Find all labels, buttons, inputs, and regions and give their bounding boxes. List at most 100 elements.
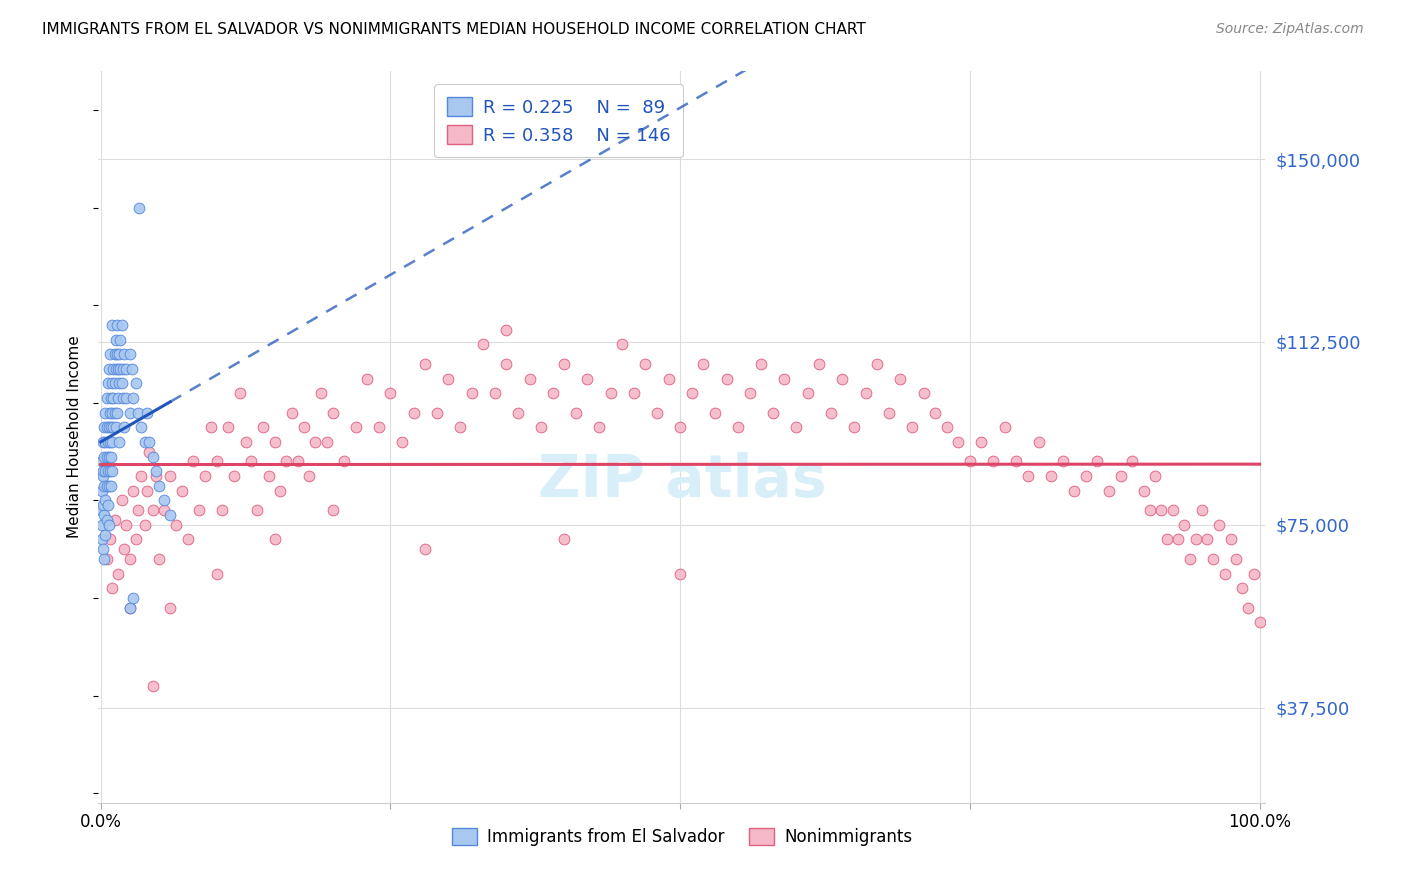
Point [94,493,117,508]
Point [97,420,120,434]
Point [97,376,120,391]
Point [269,483,291,498]
Point [1249,615,1271,630]
Point [127,503,149,517]
Point [142,450,165,464]
Point [402,406,425,420]
Point [506,406,529,420]
Point [97,450,120,464]
Point [1139,503,1161,517]
Point [100,420,122,434]
Point [122,391,145,405]
Point [281,406,304,420]
Point [93,420,115,434]
Y-axis label: Median Household Income: Median Household Income [67,335,83,539]
Point [134,517,156,532]
Point [1237,600,1260,615]
Point [495,323,517,337]
Point [449,420,471,434]
Point [413,542,436,557]
Point [115,391,138,405]
Point [252,420,274,434]
Point [1052,454,1074,468]
Point [105,318,128,332]
Point [98,434,121,449]
Point [820,406,842,420]
Point [98,464,121,478]
Point [1063,483,1085,498]
Point [110,318,132,332]
Point [124,376,146,391]
Point [287,454,309,468]
Point [257,469,280,483]
Point [304,434,326,449]
Point [935,420,957,434]
Point [122,483,145,498]
Point [100,391,122,405]
Point [170,483,193,498]
Point [110,493,132,508]
Point [93,508,115,522]
Point [98,406,121,420]
Point [553,533,575,547]
Point [623,386,645,401]
Point [1185,533,1208,547]
Point [108,376,131,391]
Point [959,454,981,468]
Point [91,464,114,478]
Point [145,464,167,478]
Point [738,386,761,401]
Point [541,386,564,401]
Point [924,406,946,420]
Point [153,493,176,508]
Point [121,361,143,376]
Point [104,513,127,527]
Point [612,337,634,351]
Point [112,542,135,557]
Point [90,503,112,517]
Point [136,406,159,420]
Point [292,420,315,434]
Point [634,357,657,371]
Point [145,469,167,483]
Point [104,420,127,434]
Point [97,517,120,532]
Point [1156,533,1178,547]
Point [142,503,165,517]
Point [118,406,141,420]
Point [93,479,115,493]
Point [235,434,257,449]
Point [948,434,970,449]
Point [367,420,389,434]
Point [101,318,124,332]
Point [108,347,131,361]
Point [1178,552,1201,566]
Point [1074,469,1097,483]
Point [90,454,112,468]
Text: ZIP atlas: ZIP atlas [537,452,827,509]
Point [309,386,332,401]
Point [94,527,117,541]
Point [148,552,170,566]
Point [103,420,125,434]
Point [129,420,152,434]
Point [98,533,121,547]
Point [91,469,114,483]
Point [136,483,159,498]
Point [107,566,129,581]
Point [142,679,165,693]
Point [138,434,160,449]
Point [122,591,145,605]
Point [128,201,150,215]
Point [103,391,125,405]
Point [727,420,749,434]
Point [127,406,149,420]
Point [901,420,924,434]
Point [1121,454,1143,468]
Point [105,347,128,361]
Point [1232,581,1254,595]
Point [104,376,127,391]
Point [866,357,889,371]
Point [970,434,993,449]
Point [1219,533,1241,547]
